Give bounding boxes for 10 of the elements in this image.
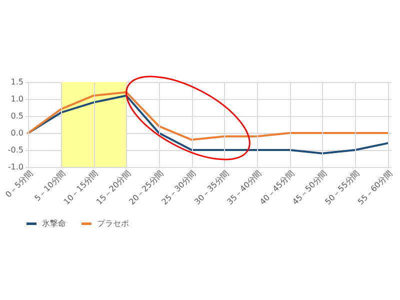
y-tick-label: -0.5 (8, 146, 24, 154)
y-tick-label: 1.0 (10, 94, 24, 104)
y-tick-label: 0.0 (10, 128, 24, 138)
x-tick-label: 0－5分間 (4, 168, 34, 200)
legend-label: 氷撃命 (42, 218, 66, 228)
y-tick-label: -1.0 (8, 162, 24, 172)
legend-label: プラセボ (97, 218, 129, 228)
y-tick-label: 0.5 (10, 112, 24, 120)
line-series (27, 91, 389, 141)
y-tick-label: 1.5 (10, 78, 24, 86)
